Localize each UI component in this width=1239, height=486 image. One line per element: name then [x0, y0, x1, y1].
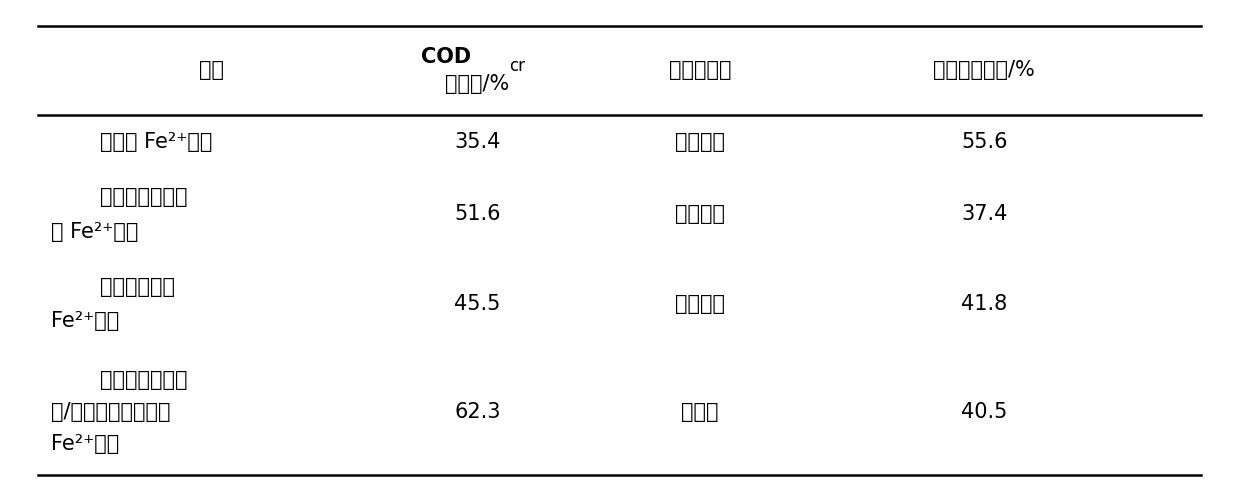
Text: 无沉淀: 无沉淀 [681, 402, 719, 422]
Text: 51.6: 51.6 [453, 204, 501, 225]
Text: COD: COD [421, 47, 472, 67]
Text: 铁离子沉淀: 铁离子沉淀 [669, 60, 731, 81]
Text: 少量沉淀: 少量沉淀 [675, 294, 725, 314]
Text: 62.3: 62.3 [453, 402, 501, 422]
Text: 45.5: 45.5 [455, 294, 501, 314]
Text: 二胺二琥珀酸三: 二胺二琥珀酸三 [100, 370, 188, 390]
Text: 41.8: 41.8 [961, 294, 1007, 314]
Text: 微量沉淀: 微量沉淀 [675, 204, 725, 225]
Text: 五倍子酸络合: 五倍子酸络合 [100, 277, 175, 297]
Text: Fe²⁺活化: Fe²⁺活化 [51, 434, 119, 454]
Text: 二胺二琥珀酸络: 二胺二琥珀酸络 [100, 187, 188, 207]
Text: cr: cr [509, 56, 525, 74]
Text: 钔/五倍子酸混配络合: 钔/五倍子酸混配络合 [51, 402, 170, 422]
Text: 过硫酸钐剩余/%: 过硫酸钐剩余/% [933, 60, 1035, 81]
Text: 40.5: 40.5 [961, 402, 1007, 422]
Text: Fe²⁺活化: Fe²⁺活化 [51, 312, 119, 331]
Text: 去除率/%: 去除率/% [445, 74, 509, 94]
Text: 无络合 Fe²⁺活化: 无络合 Fe²⁺活化 [100, 132, 213, 153]
Text: 合 Fe²⁺活化: 合 Fe²⁺活化 [51, 222, 139, 242]
Text: 55.6: 55.6 [961, 132, 1007, 153]
Text: 项目: 项目 [199, 60, 224, 81]
Text: 35.4: 35.4 [455, 132, 501, 153]
Text: 37.4: 37.4 [961, 204, 1007, 225]
Text: 大量沉淀: 大量沉淀 [675, 132, 725, 153]
